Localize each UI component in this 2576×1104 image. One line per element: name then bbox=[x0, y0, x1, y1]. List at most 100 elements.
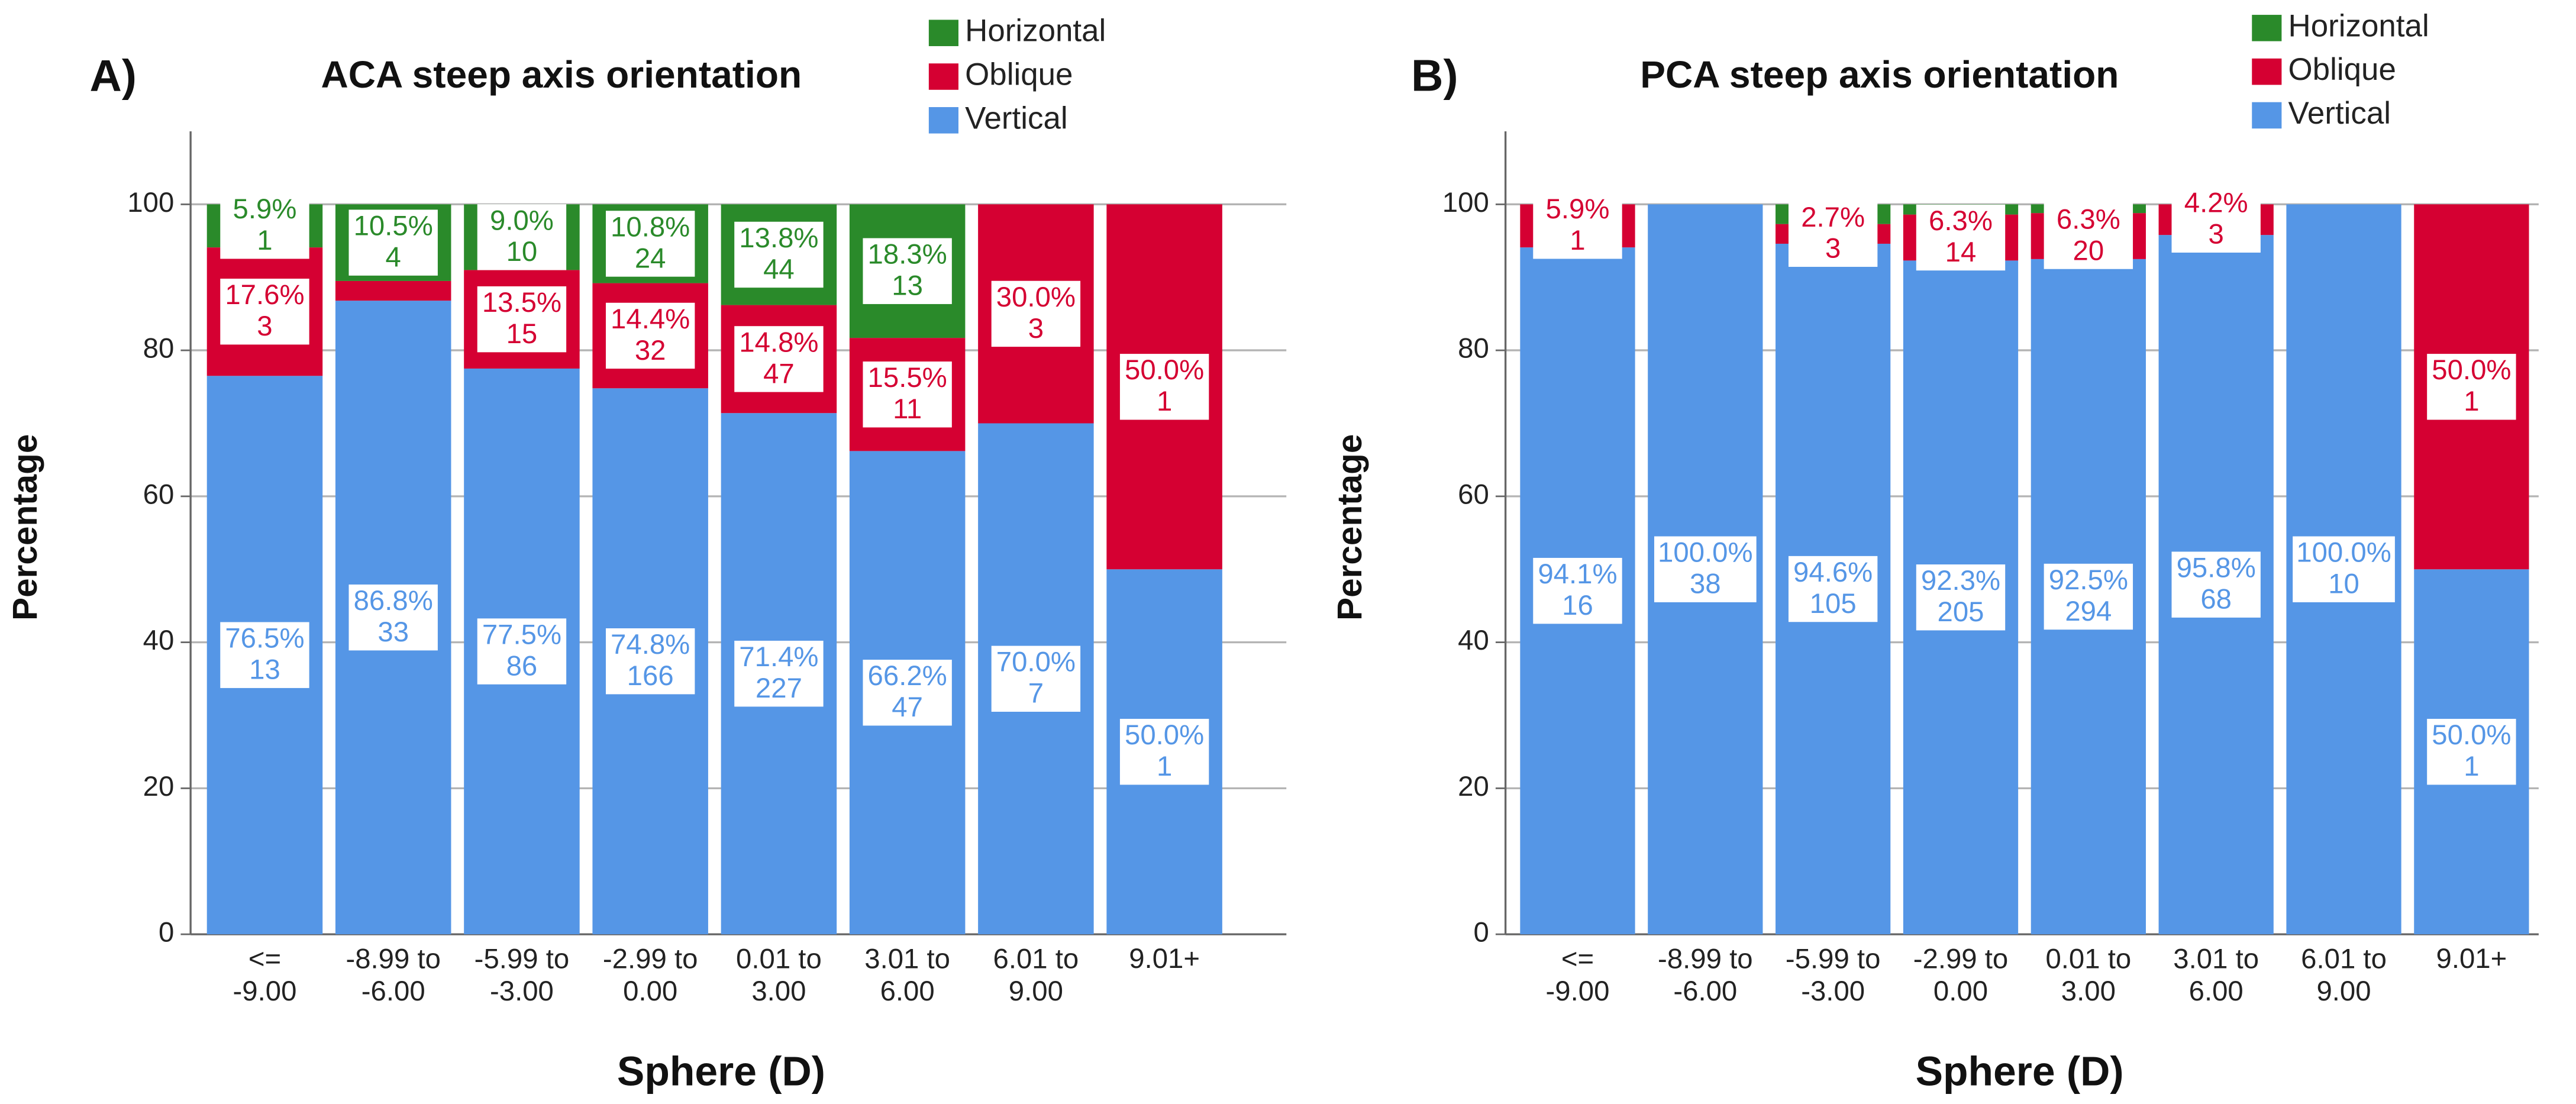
data-label: 4 bbox=[386, 241, 401, 273]
data-label: 77.5% bbox=[482, 619, 561, 650]
data-label: 47 bbox=[763, 358, 795, 389]
data-label-box bbox=[1533, 557, 1622, 624]
x-tick-label: 9.01+ bbox=[2436, 943, 2507, 974]
data-label: 100.0% bbox=[1658, 537, 1753, 569]
data-label-box bbox=[1916, 204, 2006, 271]
data-label: 17.6% bbox=[225, 279, 304, 311]
data-label: 15 bbox=[506, 318, 538, 350]
data-label-box bbox=[2293, 536, 2395, 602]
data-label: 1 bbox=[2464, 751, 2479, 782]
data-label-box bbox=[348, 584, 438, 651]
data-label: 18.3% bbox=[868, 239, 947, 270]
data-label: 294 bbox=[2065, 596, 2112, 627]
panel-label: A) bbox=[90, 51, 137, 101]
data-label: 2.7% bbox=[1801, 202, 1865, 233]
x-tick-label: 0.01 to 3.00 bbox=[2045, 943, 2131, 1006]
data-label: 71.4% bbox=[739, 641, 818, 673]
data-label: 92.5% bbox=[2049, 564, 2128, 596]
legend-label: Vertical bbox=[2288, 96, 2391, 131]
y-tick-label: 20 bbox=[1458, 771, 1489, 802]
data-label: 5.9% bbox=[233, 193, 297, 225]
legend-swatch bbox=[928, 20, 958, 46]
data-label-box bbox=[863, 361, 952, 428]
data-label-box bbox=[991, 280, 1081, 347]
x-tick-label: 9.01+ bbox=[1129, 943, 1200, 974]
legend-label: Vertical bbox=[965, 101, 1068, 135]
data-label: 10.5% bbox=[354, 211, 433, 242]
x-tick-label: 0.01 to 3.00 bbox=[736, 943, 822, 1006]
data-label: 50.0% bbox=[2432, 719, 2511, 751]
data-label-box bbox=[2044, 563, 2133, 630]
data-label: 50.0% bbox=[1125, 719, 1204, 751]
data-label: 86.8% bbox=[354, 585, 433, 616]
legend-swatch bbox=[928, 107, 958, 134]
data-label-box bbox=[2427, 354, 2516, 420]
data-label: 74.8% bbox=[611, 629, 690, 660]
y-tick-label: 40 bbox=[1458, 625, 1489, 656]
y-tick-label: 60 bbox=[1458, 479, 1489, 510]
data-label-box bbox=[734, 326, 824, 392]
data-label: 1 bbox=[1157, 386, 1172, 417]
legend-label: Horizontal bbox=[965, 14, 1106, 49]
data-label: 20 bbox=[2073, 235, 2104, 266]
y-tick-label: 100 bbox=[127, 187, 174, 218]
x-axis-label: Sphere (D) bbox=[1916, 1048, 2124, 1094]
data-label-box bbox=[477, 618, 567, 685]
data-label: 94.6% bbox=[1793, 557, 1873, 588]
x-tick-label: <= -9.00 bbox=[1546, 943, 1610, 1006]
data-label: 15.5% bbox=[868, 362, 947, 393]
data-label: 14.8% bbox=[739, 327, 818, 358]
y-tick-label: 0 bbox=[159, 917, 174, 948]
data-label-box bbox=[734, 221, 824, 288]
data-label: 66.2% bbox=[868, 660, 947, 692]
data-label-box bbox=[2044, 203, 2133, 269]
data-label-box bbox=[220, 193, 309, 259]
x-tick-label: <= -9.00 bbox=[233, 943, 297, 1006]
y-tick-label: 40 bbox=[143, 625, 175, 656]
data-label: 47 bbox=[892, 692, 923, 723]
data-label: 9.0% bbox=[490, 205, 554, 236]
data-label-box bbox=[1788, 556, 1878, 622]
legend-swatch bbox=[2252, 15, 2282, 41]
data-label: 11 bbox=[893, 393, 922, 425]
data-label: 205 bbox=[1938, 596, 1984, 628]
data-label-box bbox=[605, 302, 695, 369]
data-label: 50.0% bbox=[1125, 354, 1204, 386]
data-label: 50.0% bbox=[2432, 354, 2511, 386]
data-label-box bbox=[220, 279, 309, 345]
y-tick-label: 100 bbox=[1442, 187, 1489, 218]
data-label-box bbox=[863, 238, 952, 304]
data-label-box bbox=[220, 622, 309, 688]
legend-label: Oblique bbox=[965, 57, 1073, 92]
x-tick-label: -2.99 to 0.00 bbox=[603, 943, 698, 1006]
x-tick-label: 6.01 to 9.00 bbox=[2301, 943, 2387, 1006]
data-label: 86 bbox=[506, 650, 538, 682]
data-label: 3 bbox=[257, 311, 272, 342]
data-label: 38 bbox=[1690, 569, 1721, 600]
data-label: 44 bbox=[763, 254, 795, 285]
data-label-box bbox=[2427, 718, 2516, 785]
data-label: 24 bbox=[635, 243, 666, 274]
data-label: 14.4% bbox=[611, 304, 690, 335]
data-label: 3 bbox=[1825, 233, 1841, 264]
data-label: 10 bbox=[2328, 569, 2359, 600]
legend-label: Oblique bbox=[2288, 52, 2396, 87]
data-label: 6.3% bbox=[2057, 204, 2120, 235]
data-label-box bbox=[605, 211, 695, 277]
x-tick-label: -2.99 to 0.00 bbox=[1913, 943, 2009, 1006]
data-label-box bbox=[2171, 551, 2261, 618]
data-label: 68 bbox=[2200, 584, 2232, 615]
data-label-box bbox=[477, 286, 567, 353]
data-label: 4.2% bbox=[2184, 188, 2248, 219]
panel-label: B) bbox=[1411, 51, 1458, 101]
data-label: 1 bbox=[2464, 386, 2479, 417]
data-label: 1 bbox=[1570, 225, 1585, 256]
data-label-box bbox=[1654, 536, 1757, 602]
data-label: 92.3% bbox=[1921, 565, 2000, 596]
data-label: 30.0% bbox=[996, 282, 1076, 313]
data-label-box bbox=[734, 640, 824, 707]
data-label: 13.5% bbox=[482, 287, 561, 318]
data-label: 94.1% bbox=[1538, 559, 1617, 590]
data-label-box bbox=[605, 628, 695, 695]
